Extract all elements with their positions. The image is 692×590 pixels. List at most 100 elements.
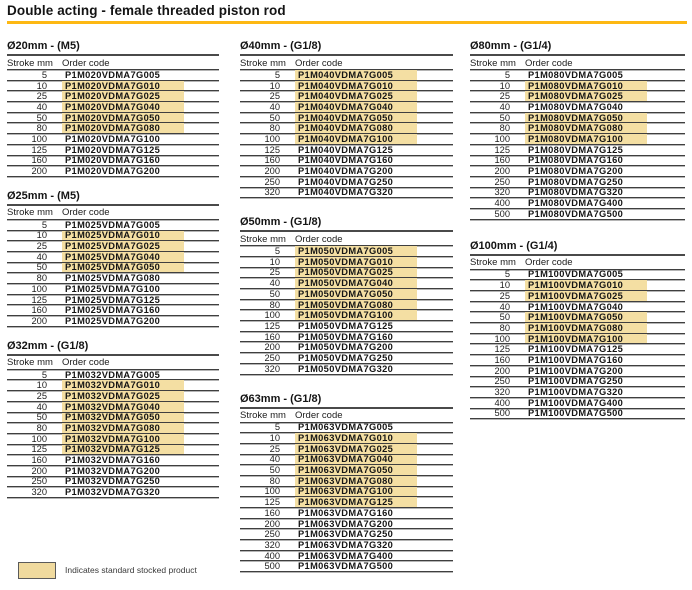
- table-row: 100 P1M040VDMA7G100: [240, 134, 453, 145]
- column-header-row: Stroke mm Order code: [240, 410, 453, 423]
- stroke-cell: 10: [269, 433, 280, 444]
- order-code-cell: P1M063VDMA7G500: [298, 561, 394, 572]
- stroke-cell: 100: [31, 433, 47, 444]
- stroke-cell: 25: [499, 91, 510, 102]
- table-row: 250 P1M032VDMA7G250: [7, 476, 219, 488]
- col-header-code: Order code: [62, 57, 110, 69]
- table-row: 125 P1M025VDMA7G125: [7, 295, 219, 306]
- order-code-cell: P1M080VDMA7G005: [528, 69, 624, 80]
- stroke-cell: 25: [269, 91, 280, 102]
- order-code-cell: P1M050VDMA7G010: [295, 257, 417, 267]
- col-header-code: Order code: [295, 233, 343, 245]
- column-header-row: Stroke mm Order code: [240, 57, 453, 70]
- stroke-cell: 5: [274, 69, 280, 80]
- table-row: 160 P1M063VDMA7G160: [240, 508, 453, 519]
- stroke-cell: 100: [31, 133, 47, 144]
- stroke-cell: 400: [494, 198, 510, 209]
- stroke-cell: 125: [31, 144, 47, 155]
- stroke-cell: 160: [494, 354, 510, 365]
- table-row: 320 P1M040VDMA7G320: [240, 187, 453, 199]
- table-row: 400 P1M100VDMA7G400: [470, 398, 685, 409]
- table-row: 250 P1M080VDMA7G250: [470, 177, 685, 188]
- order-code-cell: P1M050VDMA7G040: [295, 278, 417, 288]
- stroke-cell: 80: [269, 299, 280, 310]
- order-code-cell: P1M050VDMA7G125: [298, 320, 394, 331]
- table-row: 80 P1M040VDMA7G080: [240, 123, 453, 135]
- table-row: 320 P1M080VDMA7G320: [470, 187, 685, 199]
- col-header-code: Order code: [525, 57, 573, 69]
- order-code-cell: P1M032VDMA7G010: [62, 380, 184, 390]
- stroke-cell: 50: [269, 112, 280, 123]
- catalog-page: Double acting - female threaded piston r…: [7, 3, 687, 579]
- table-row: 10 P1M063VDMA7G010: [240, 433, 453, 444]
- order-code-cell: P1M063VDMA7G200: [298, 518, 394, 529]
- stroke-cell: 100: [494, 133, 510, 144]
- table-row: 5 P1M050VDMA7G005: [240, 246, 453, 257]
- stroke-cell: 40: [269, 454, 280, 465]
- order-code-cell: P1M040VDMA7G005: [295, 70, 417, 80]
- order-code-cell: P1M063VDMA7G010: [295, 433, 417, 443]
- order-code-cell: P1M050VDMA7G320: [298, 363, 394, 374]
- size-section: Ø40mm - (G1/8) Stroke mm Order code 5 P1M040…: [240, 40, 453, 199]
- stroke-cell: 50: [499, 312, 510, 323]
- order-code-cell: P1M063VDMA7G125: [295, 497, 417, 507]
- stroke-cell: 50: [36, 412, 47, 423]
- order-code-cell: P1M050VDMA7G250: [298, 352, 394, 363]
- table-row: 320 P1M032VDMA7G320: [7, 487, 219, 498]
- order-code-cell: P1M040VDMA7G040: [295, 102, 417, 112]
- order-code-cell: P1M032VDMA7G160: [65, 455, 161, 466]
- order-code-cell: P1M063VDMA7G320: [298, 539, 394, 550]
- order-code-cell: P1M032VDMA7G040: [62, 402, 184, 412]
- table-row: 25 P1M100VDMA7G025: [470, 291, 685, 302]
- order-code-cell: P1M063VDMA7G250: [298, 529, 394, 540]
- table-row: 10 P1M100VDMA7G010: [470, 280, 685, 291]
- table-row: 40 P1M032VDMA7G040: [7, 402, 219, 413]
- order-code-cell: P1M050VDMA7G050: [295, 289, 417, 299]
- table-row: 200 P1M032VDMA7G200: [7, 466, 219, 477]
- table-row: 5 P1M032VDMA7G005: [7, 370, 219, 381]
- stroke-cell: 320: [264, 539, 280, 550]
- stroke-cell: 80: [499, 123, 510, 134]
- stroke-cell: 25: [269, 267, 280, 278]
- stroke-cell: 80: [499, 322, 510, 333]
- order-code-cell: P1M080VDMA7G200: [528, 166, 624, 177]
- stroke-cell: 5: [41, 219, 47, 230]
- table-row: 200 P1M020VDMA7G200: [7, 166, 219, 177]
- stroke-cell: 125: [31, 294, 47, 305]
- table-row: 160 P1M025VDMA7G160: [7, 305, 219, 317]
- stroke-cell: 5: [504, 269, 510, 280]
- table-row: 10 P1M032VDMA7G010: [7, 380, 219, 392]
- order-code-cell: P1M025VDMA7G010: [62, 230, 184, 240]
- order-code-cell: P1M040VDMA7G050: [295, 113, 417, 123]
- order-code-cell: P1M080VDMA7G025: [525, 91, 647, 101]
- table-row: 200 P1M063VDMA7G200: [240, 519, 453, 530]
- table-row: 500 P1M100VDMA7G500: [470, 408, 685, 420]
- order-code-cell: P1M040VDMA7G010: [295, 81, 417, 91]
- size-section: Ø100mm - (G1/4) Stroke mm Order code 5 P1M10…: [470, 240, 685, 420]
- table-row: 50 P1M080VDMA7G050: [470, 113, 685, 124]
- table-row: 80 P1M020VDMA7G080: [7, 123, 219, 135]
- legend: Indicates standard stocked product: [18, 562, 197, 579]
- stroke-cell: 125: [264, 497, 280, 508]
- table-row: 50 P1M050VDMA7G050: [240, 289, 453, 300]
- stroke-cell: 100: [494, 333, 510, 344]
- table-row: 80 P1M080VDMA7G080: [470, 123, 685, 135]
- table-row: 160 P1M040VDMA7G160: [240, 155, 453, 167]
- order-code-cell: P1M020VDMA7G005: [65, 69, 161, 80]
- table-row: 80 P1M032VDMA7G080: [7, 423, 219, 434]
- order-code-cell: P1M100VDMA7G080: [525, 323, 647, 333]
- table-row: 320 P1M100VDMA7G320: [470, 387, 685, 398]
- order-code-cell: P1M100VDMA7G320: [528, 387, 624, 398]
- order-code-cell: P1M080VDMA7G400: [528, 198, 624, 209]
- section-title: Ø25mm - (M5): [7, 190, 219, 206]
- section-title: Ø80mm - (G1/4): [470, 40, 685, 56]
- section-title: Ø20mm - (M5): [7, 40, 219, 56]
- col-header-stroke: Stroke mm: [240, 57, 286, 69]
- order-code-cell: P1M032VDMA7G320: [65, 487, 161, 498]
- order-code-cell: P1M025VDMA7G100: [65, 283, 161, 294]
- table-row: 250 P1M050VDMA7G250: [240, 353, 453, 364]
- order-code-cell: P1M032VDMA7G025: [62, 391, 184, 401]
- stroke-cell: 200: [31, 465, 47, 476]
- order-code-cell: P1M025VDMA7G005: [65, 219, 161, 230]
- table-row: 5 P1M025VDMA7G005: [7, 220, 219, 231]
